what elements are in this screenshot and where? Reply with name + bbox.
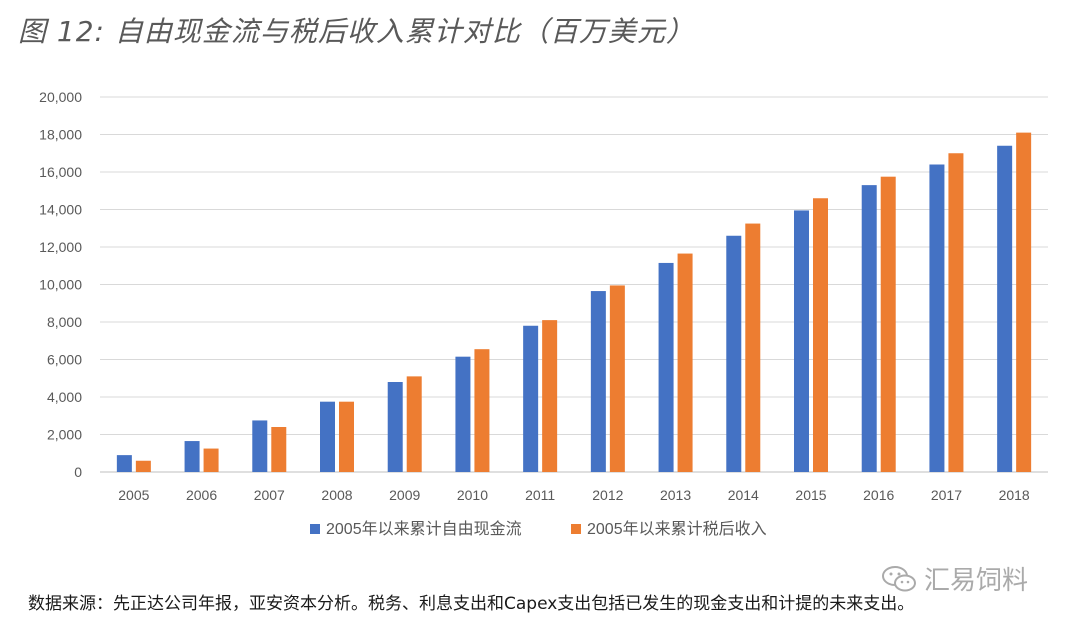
y-tick-label: 0 [74,464,82,480]
bar-income-2013 [677,253,693,472]
legend-label-1: 2005年以来累计自由现金流 [326,520,522,538]
x-tick-label: 2009 [389,487,420,503]
source-note: 数据来源：先正达公司年报，亚安资本分析。税务、利息支出和Capex支出包括已发生… [28,594,915,614]
bar-fcf-2007 [252,420,268,472]
y-tick-label: 10,000 [39,277,82,293]
legend-label-2: 2005年以来累计税后收入 [587,520,767,538]
bar-income-2009 [406,376,422,472]
watermark-text: 汇易饲料 [924,566,1029,596]
x-tick-label: 2015 [795,487,826,503]
y-tick-label: 14,000 [39,202,82,218]
x-tick-label: 2017 [931,487,962,503]
y-tick-label: 8,000 [47,314,82,330]
bar-income-2014 [745,223,761,472]
x-tick-label: 2011 [525,487,555,503]
bar-income-2007 [271,427,287,472]
legend-swatch-1 [310,524,320,534]
bar-fcf-2018 [997,145,1013,472]
bar-fcf-2014 [726,235,742,472]
figure-title: 图 12: 自由现金流与税后收入累计对比（百万美元） [18,15,695,48]
x-tick-label: 2012 [592,487,623,503]
bar-fcf-2015 [794,210,809,472]
y-tick-label: 4,000 [47,389,82,405]
bar-income-2012 [609,285,625,472]
bar-income-2017 [948,153,964,472]
x-tick-label: 2006 [186,487,217,503]
y-tick-label: 20,000 [39,89,82,105]
y-tick-label: 2,000 [47,427,82,443]
bar-income-2010 [474,349,490,472]
bar-fcf-2008 [320,401,335,472]
bar-income-2015 [813,198,828,472]
x-tick-label: 2007 [254,487,285,503]
bar-fcf-2017 [929,164,945,472]
bar-fcf-2013 [658,262,674,472]
watermark: 汇易饲料 [880,560,1028,597]
bar-income-2016 [880,176,896,472]
bar-chart: 0 2,000 4,000 6,000 8,000 10,000 12,000 14,000 1… [39,89,1048,538]
bar-income-2005 [135,460,151,472]
x-tick-label: 2014 [728,487,759,503]
x-tick-label: 2008 [321,487,352,503]
bar-fcf-2016 [861,185,877,472]
bar-fcf-2006 [184,441,200,472]
bar-income-2008 [339,401,354,472]
bar-fcf-2011 [523,325,539,472]
x-tick-label: 2013 [660,487,691,503]
bar-income-2011 [542,320,558,472]
x-tick-label: 2016 [863,487,894,503]
wechat-icon [882,565,916,591]
bar-income-2018 [1016,132,1032,472]
legend-swatch-2 [571,524,581,534]
y-tick-label: 18,000 [39,127,82,143]
bar-fcf-2010 [455,356,471,472]
bar-fcf-2012 [590,291,606,472]
bar-income-2006 [203,448,219,472]
y-tick-label: 6,000 [47,352,82,368]
bar-fcf-2005 [116,455,132,472]
x-tick-label: 2010 [457,487,488,503]
x-tick-label: 2005 [118,487,149,503]
y-tick-label: 12,000 [39,239,82,255]
x-tick-label: 2018 [999,487,1030,503]
y-tick-label: 16,000 [39,164,82,180]
bar-fcf-2009 [387,382,403,472]
